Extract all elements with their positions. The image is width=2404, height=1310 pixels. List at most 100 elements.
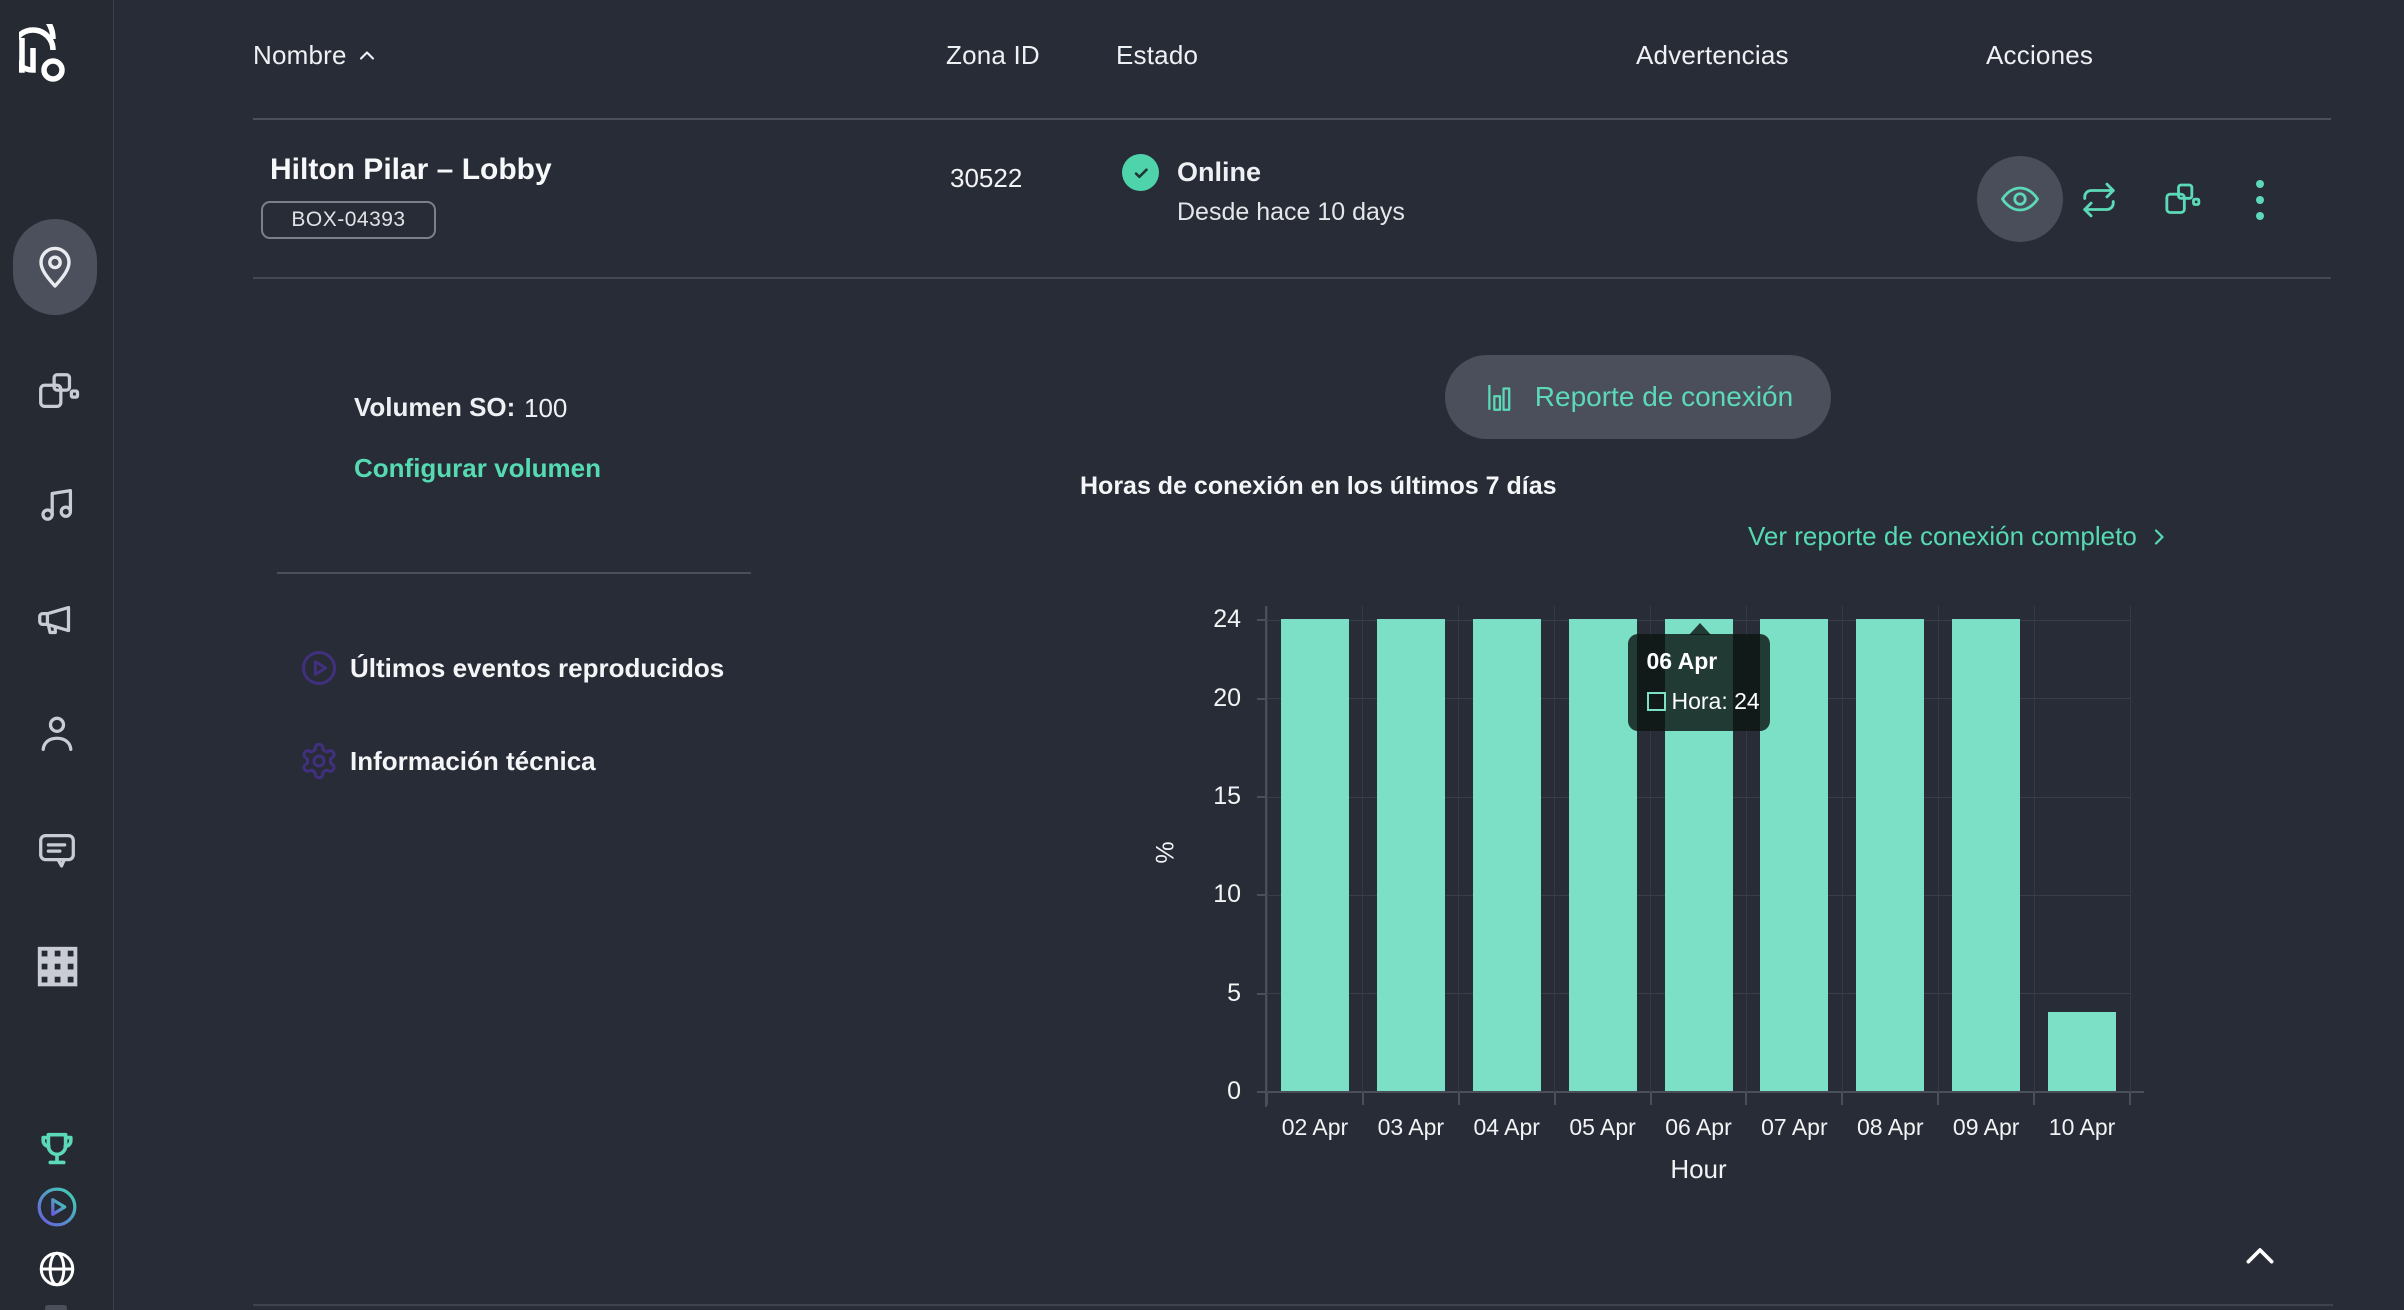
sidebar-item-music[interactable]: [34, 481, 80, 527]
chart-y-axis: [1265, 606, 1267, 1107]
configure-volume-link[interactable]: Configurar volumen: [354, 453, 602, 483]
chevron-right-icon: [2154, 528, 2164, 545]
chart-y-axis-label: %: [1151, 841, 1180, 864]
detail-divider: [277, 572, 751, 574]
chart-y-tick: [1257, 619, 1266, 621]
chart-x-tick-label: 06 Apr: [1665, 1114, 1732, 1140]
chart-bar[interactable]: [1472, 619, 1541, 1091]
location-pin-icon: [39, 246, 71, 288]
sidebar-item-rewards[interactable]: [34, 1127, 80, 1173]
repeat-icon: [2083, 182, 2115, 218]
chart-bar[interactable]: [1952, 619, 2021, 1091]
full-report-link[interactable]: Ver reporte de conexión completo: [1748, 521, 2171, 552]
column-header-zone-id[interactable]: Zona ID: [946, 40, 1040, 70]
chart-title: Horas de conexión en los últimos 7 días: [1080, 472, 1557, 500]
column-header-actions[interactable]: Acciones: [1986, 40, 2094, 70]
chart-x-tick-label: 09 Apr: [1952, 1114, 2020, 1140]
sidebar-item-zones[interactable]: [34, 369, 80, 415]
chart-y-tick: [1257, 894, 1266, 897]
chart-x-tick: [1649, 1092, 1652, 1105]
column-header-warnings[interactable]: Advertencias: [1636, 40, 1789, 70]
volume-label: Volumen SO:: [354, 392, 516, 422]
bottom-divider: [253, 1304, 2333, 1306]
chart-y-tick-label: 5: [1227, 978, 1241, 1007]
chart-bar[interactable]: [1856, 619, 1925, 1091]
sync-button[interactable]: [2080, 181, 2118, 219]
chart-y-tick: [1257, 992, 1266, 995]
tooltip-date: 06 Apr: [1646, 648, 1718, 674]
chart-x-tick: [2033, 1092, 2036, 1105]
status-text: Online: [1177, 157, 1262, 187]
chart-x-tick: [1841, 1092, 1844, 1105]
chart-bar[interactable]: [1376, 619, 1445, 1091]
chart-x-tick: [1361, 1092, 1364, 1105]
sidebar-item-users[interactable]: [34, 711, 80, 757]
chart-x-tick-label: 08 Apr: [1857, 1114, 1924, 1140]
chart-bar[interactable]: [2048, 1012, 2117, 1091]
apps-grid-icon: [37, 946, 78, 987]
sidebar-item-cutoff: [45, 1305, 67, 1310]
chart-gridline-vertical: [2129, 606, 2131, 1092]
connection-report-button[interactable]: Reporte de conexión: [1445, 355, 1831, 439]
last-events-link[interactable]: Últimos eventos reproducidos: [350, 653, 725, 683]
chart-bar[interactable]: [1280, 619, 1349, 1091]
chart-x-tick-label: 07 Apr: [1761, 1114, 1828, 1140]
music-note-icon: [41, 488, 73, 521]
chart-gridline-vertical: [1937, 606, 1939, 1092]
eye-icon: [2001, 186, 2039, 212]
chart-y-tick-label: 24: [1213, 605, 1241, 633]
more-options-button[interactable]: [2248, 178, 2272, 222]
chart-gridline-vertical: [1266, 606, 1268, 1092]
chart-x-tick: [1266, 1092, 1268, 1105]
chart-x-tick-label: 03 Apr: [1377, 1114, 1445, 1140]
tech-info-link[interactable]: Información técnica: [350, 746, 596, 776]
column-header-status[interactable]: Estado: [1116, 40, 1199, 70]
chart-x-tick: [1457, 1092, 1460, 1105]
column-header-name-label: Nombre: [253, 40, 347, 70]
sidebar-item-locations[interactable]: [13, 219, 97, 315]
sidebar-item-player[interactable]: [34, 1184, 80, 1230]
play-circle-icon: [301, 650, 337, 686]
chart-y-tick-label: 0: [1227, 1077, 1241, 1105]
connection-report-button-label: Reporte de conexión: [1534, 381, 1794, 412]
zones-boxes-icon: [2165, 183, 2201, 214]
view-details-button[interactable]: [1977, 156, 2063, 242]
connection-hours-chart: % Hour 0 5 10 15 20 24 02 Apr 03 Apr 04 Apr 05 Ap…: [1152, 600, 2144, 1184]
chart-y-tick: [1257, 1091, 1266, 1093]
person-icon: [41, 716, 73, 751]
sidebar-item-messages[interactable]: [34, 827, 80, 873]
chart-bar[interactable]: [1760, 619, 1829, 1091]
chart-x-axis-label: Hour: [1670, 1154, 1727, 1184]
trophy-icon: [41, 1132, 73, 1165]
chart-gridline-vertical: [1650, 606, 1652, 1092]
globe-icon: [39, 1251, 75, 1287]
chart-gridline-vertical: [1745, 606, 1747, 1092]
sidebar-item-apps[interactable]: [34, 943, 80, 989]
chart-y-tick-label: 20: [1213, 683, 1241, 712]
chart-x-axis: [1265, 1091, 2144, 1093]
collapse-row-button[interactable]: [2240, 1238, 2280, 1272]
check-icon: [1134, 167, 1148, 178]
chart-bar[interactable]: [1568, 619, 1637, 1091]
zone-id-value: 30522: [950, 163, 1023, 193]
device-badge: BOX-04393: [261, 201, 436, 239]
chart-x-tick: [1745, 1092, 1748, 1105]
zone-name[interactable]: Hilton Pilar – Lobby: [270, 153, 552, 186]
tooltip-series-swatch: [1646, 692, 1666, 711]
sidebar-item-language[interactable]: [34, 1246, 80, 1292]
status-badge: [1122, 154, 1159, 191]
chart-x-tick-label: 05 Apr: [1569, 1114, 1636, 1140]
status-since-text: Desde hace 10 days: [1177, 198, 1405, 226]
chart-x-tick: [1937, 1092, 1940, 1105]
chart-gridline-vertical: [1841, 606, 1843, 1092]
sort-caret-up-icon: [359, 50, 374, 60]
sidebar-item-announcements[interactable]: [34, 597, 80, 643]
tech-info-icon-wrap: [299, 741, 339, 781]
zones-button[interactable]: [2161, 180, 2201, 220]
column-header-name[interactable]: Nombre: [253, 40, 379, 71]
play-circle-icon: [37, 1187, 77, 1227]
chart-y-tick: [1257, 697, 1266, 700]
volume-value: 100: [524, 393, 568, 423]
chart-gridline-vertical: [1458, 606, 1460, 1092]
bar-chart-icon: [1488, 384, 1511, 411]
